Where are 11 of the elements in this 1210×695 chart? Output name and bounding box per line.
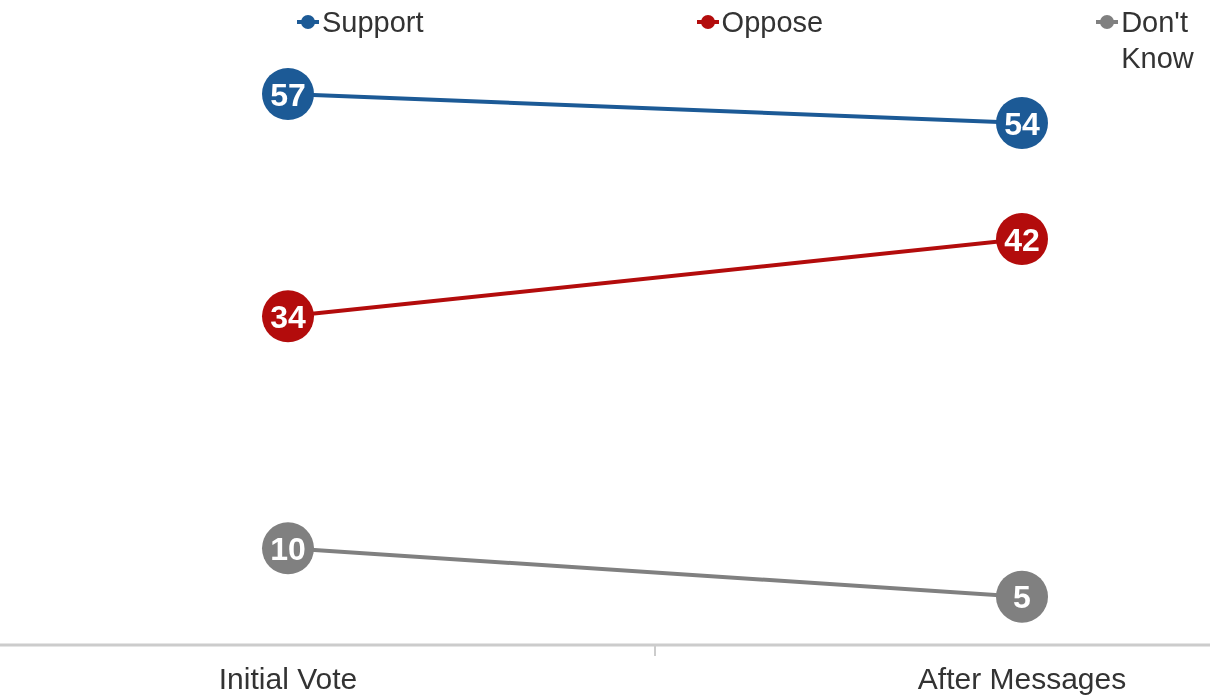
data-label: 10 [270, 530, 306, 567]
x-tick-label: After Messages [917, 662, 1127, 695]
legend-label: Don't Know [1121, 5, 1195, 76]
legend-label: Support [322, 5, 424, 40]
data-label: 57 [270, 76, 306, 113]
x-tick-label: Initial Vote [218, 662, 358, 695]
data-label: 5 [1013, 579, 1031, 616]
data-label: 54 [1004, 105, 1040, 142]
data-label: 42 [1004, 221, 1040, 258]
legend-label: Oppose [721, 5, 824, 40]
data-label: 34 [270, 298, 306, 335]
